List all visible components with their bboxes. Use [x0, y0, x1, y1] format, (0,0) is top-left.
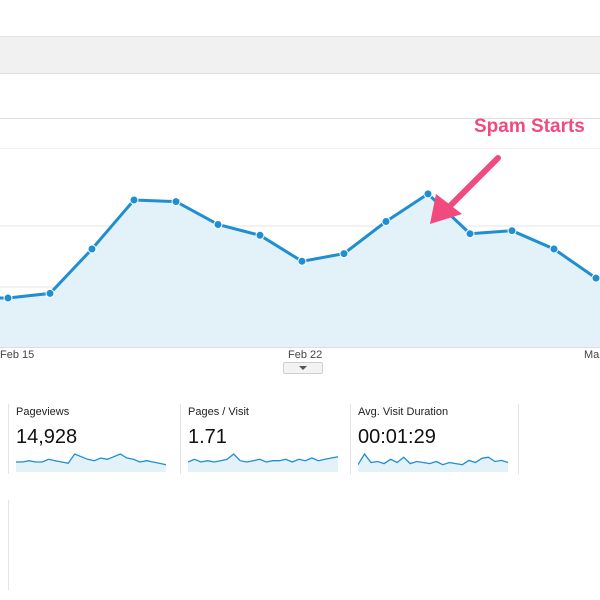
top-toolbar-bar — [0, 36, 600, 74]
data-point — [87, 244, 97, 254]
metric-avg-visit-duration: Avg. Visit Duration 00:01:29 — [350, 404, 518, 474]
sparkline-line — [16, 453, 167, 466]
data-point — [255, 230, 265, 240]
data-point — [549, 244, 559, 254]
data-point — [45, 288, 55, 298]
data-point — [465, 229, 475, 239]
data-point — [3, 293, 13, 303]
metric-label: Pages / Visit — [188, 406, 249, 418]
metric-label: Avg. Visit Duration — [358, 406, 449, 418]
chart-collapse-handle[interactable] — [283, 362, 323, 374]
metric-sparkline — [16, 453, 167, 472]
data-point — [591, 273, 600, 283]
x-tick-label: Feb 15 — [0, 349, 35, 361]
metric-sparkline — [188, 453, 339, 472]
metric-value: 14,928 — [16, 426, 78, 448]
sparkline-line — [358, 452, 509, 466]
metric-pageviews: Pageviews 14,928 — [16, 404, 176, 474]
metric-value: 00:01:29 — [358, 426, 436, 448]
metric-divider — [8, 404, 9, 474]
metric-pages-per-visit: Pages / Visit 1.71 — [180, 404, 348, 474]
x-tick-label: Mar — [584, 349, 600, 361]
visits-line-chart — [0, 148, 600, 348]
chevron-down-icon — [299, 366, 307, 370]
data-point — [507, 226, 517, 236]
data-point — [381, 217, 391, 226]
metric-sparkline — [358, 452, 509, 472]
sparkline-area — [188, 454, 338, 472]
data-point — [423, 189, 433, 199]
metric-value: 1.71 — [188, 426, 227, 448]
data-point — [129, 195, 139, 205]
metric-divider — [8, 500, 9, 590]
data-point — [297, 256, 307, 266]
metric-divider — [518, 404, 519, 474]
sparkline-area — [16, 454, 166, 472]
chart-top-rule — [0, 118, 600, 119]
series-area — [0, 193, 600, 347]
data-point — [213, 220, 223, 229]
data-point — [171, 197, 181, 207]
metric-label: Pageviews — [16, 406, 70, 418]
sparkline-line — [188, 453, 339, 463]
x-tick-label: Feb 22 — [288, 349, 323, 361]
annotation-arrow-icon — [430, 155, 501, 224]
data-point — [339, 249, 349, 259]
spam-annotation-label: Spam Starts — [474, 116, 585, 137]
